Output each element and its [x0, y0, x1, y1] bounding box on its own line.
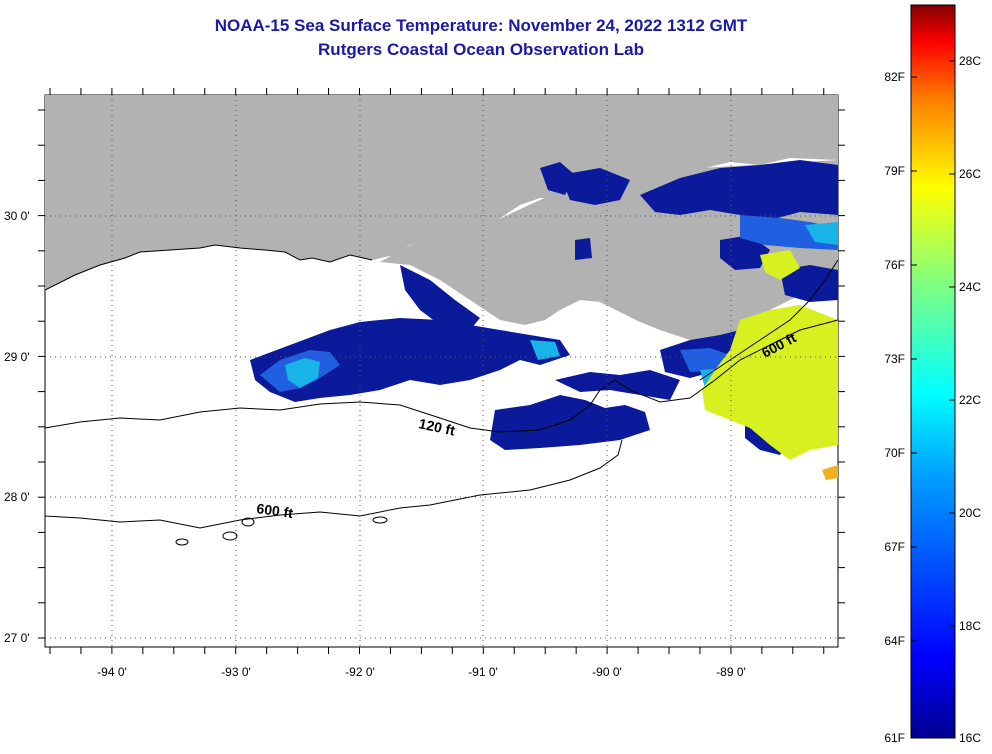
depth-label-600ft-west: 600 ft: [256, 500, 295, 521]
map-title: NOAA-15 Sea Surface Temperature: Novembe…: [214, 16, 748, 35]
lat-label-29: 29 0': [4, 350, 30, 364]
lon-label-92: -92 0': [345, 665, 375, 679]
colorbar-label-f: 76F: [884, 258, 905, 272]
land-area: [45, 95, 838, 290]
lon-label-89: -89 0': [716, 665, 746, 679]
colorbar-label-c: 16C: [959, 731, 981, 745]
colorbar-label-f: 61F: [884, 731, 905, 745]
graticule: [45, 95, 838, 647]
lon-label-93: -93 0': [221, 665, 251, 679]
axis-ticks: [38, 88, 845, 654]
lon-label-94: -94 0': [97, 665, 127, 679]
depth-contour-120ft: [45, 319, 838, 433]
map-subtitle: Rutgers Coastal Ocean Observation Lab: [318, 40, 644, 59]
colorbar-label-f: 79F: [884, 164, 905, 178]
lon-label-90: -90 0': [592, 665, 622, 679]
coastline: [45, 244, 373, 291]
colorbar-label-c: 18C: [959, 619, 981, 633]
colorbar-label-f: 64F: [884, 634, 905, 648]
lat-label-27: 27 0': [4, 631, 30, 645]
colorbar-label-f: 67F: [884, 540, 905, 554]
colorbar-label-c: 22C: [959, 393, 981, 407]
colorbar-label-f: 73F: [884, 352, 905, 366]
colorbar-label-f: 70F: [884, 446, 905, 460]
colorbar-label-c: 28C: [959, 54, 981, 68]
colorbar-label-c: 20C: [959, 506, 981, 520]
depth-label-120ft: 120 ft: [417, 415, 456, 438]
lon-label-91: -91 0': [468, 665, 498, 679]
lat-label-30: 30 0': [4, 209, 30, 223]
colorbar-label-c: 24C: [959, 280, 981, 294]
colorbar-label-f: 82F: [884, 70, 905, 84]
colorbar-label-c: 26C: [959, 167, 981, 181]
sst-data-patches: [250, 160, 838, 480]
colorbar: [910, 4, 956, 739]
lat-label-28: 28 0': [4, 490, 30, 504]
